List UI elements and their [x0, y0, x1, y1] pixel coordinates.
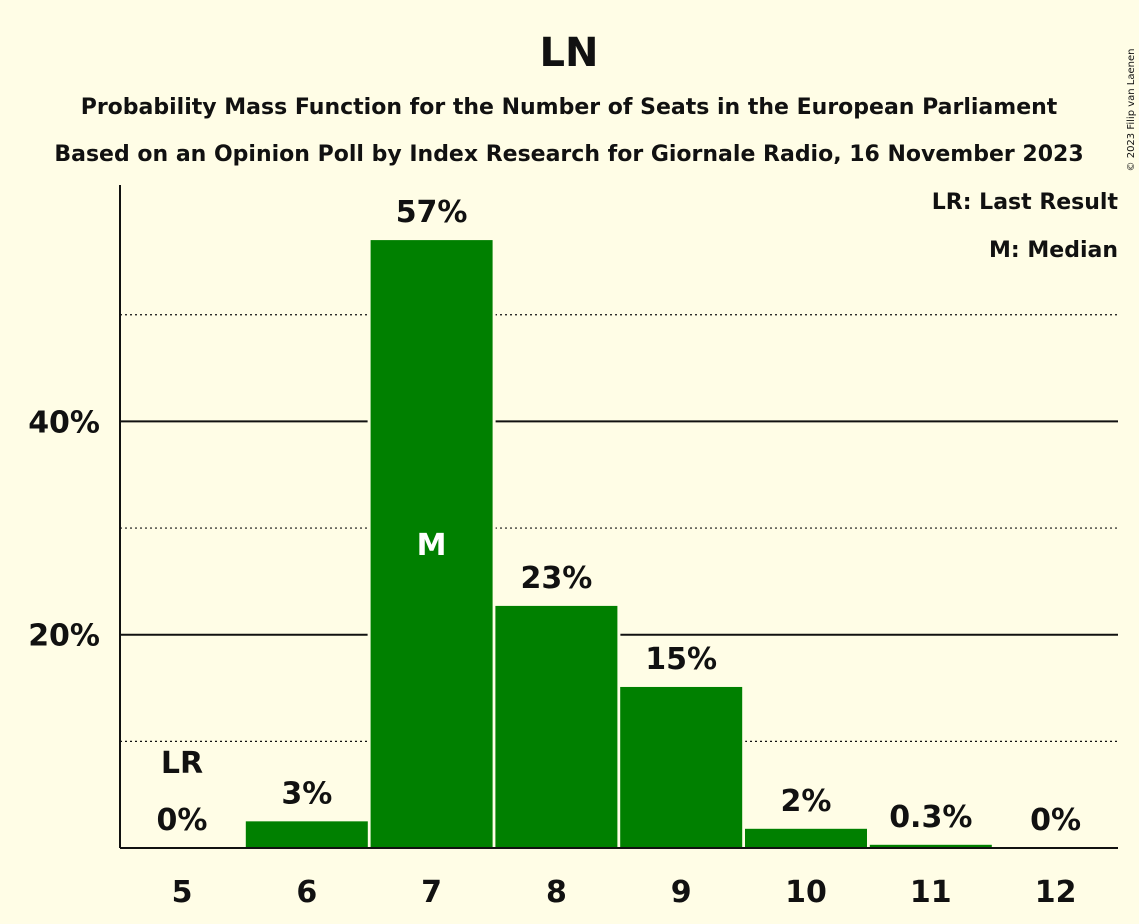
bar-6 [245, 821, 368, 848]
data-labels: 0% 3% 57% 23% 15% 2% 0.3% 0% LR M [157, 195, 1082, 838]
bar-8 [495, 605, 618, 848]
x-tick-label: 9 [671, 875, 692, 910]
bar-value-label: 3% [281, 776, 332, 811]
bar-value-label: 0% [1030, 803, 1081, 838]
y-tick-label: 40% [28, 405, 100, 440]
x-tick-label: 5 [172, 875, 193, 910]
chart-subtitle-2: Based on an Opinion Poll by Index Resear… [54, 142, 1083, 167]
bar-11 [869, 844, 992, 848]
x-tick-label: 10 [785, 875, 827, 910]
bar-value-label: 0.3% [889, 800, 972, 835]
bars [242, 237, 995, 849]
bar-9 [620, 686, 743, 848]
bar-value-label: 0% [157, 803, 208, 838]
y-tick-label: 20% [28, 619, 100, 654]
x-tick-label: 6 [296, 875, 317, 910]
x-tick-label: 7 [421, 875, 442, 910]
x-tick-label: 8 [546, 875, 567, 910]
legend-last-result: LR: Last Result [932, 190, 1119, 215]
x-tick-label: 11 [910, 875, 952, 910]
median-marker: M [417, 528, 447, 563]
bar-value-label: 57% [396, 195, 468, 230]
chart-title: LN [540, 30, 599, 76]
bar-value-label: 2% [781, 784, 832, 819]
bar-10 [745, 828, 867, 848]
legend-median: M: Median [989, 238, 1118, 263]
x-tick-label: 12 [1035, 875, 1077, 910]
chart-subtitle-1: Probability Mass Function for the Number… [81, 95, 1058, 120]
last-result-marker: LR [161, 746, 203, 781]
copyright-notice: © 2023 Filip van Laenen [1126, 49, 1137, 172]
axes: 20% 40% 5 6 7 8 9 10 11 12 [28, 185, 1118, 910]
bar-value-label: 23% [520, 561, 592, 596]
bar-7 [370, 240, 493, 849]
bar-value-label: 15% [645, 642, 717, 677]
